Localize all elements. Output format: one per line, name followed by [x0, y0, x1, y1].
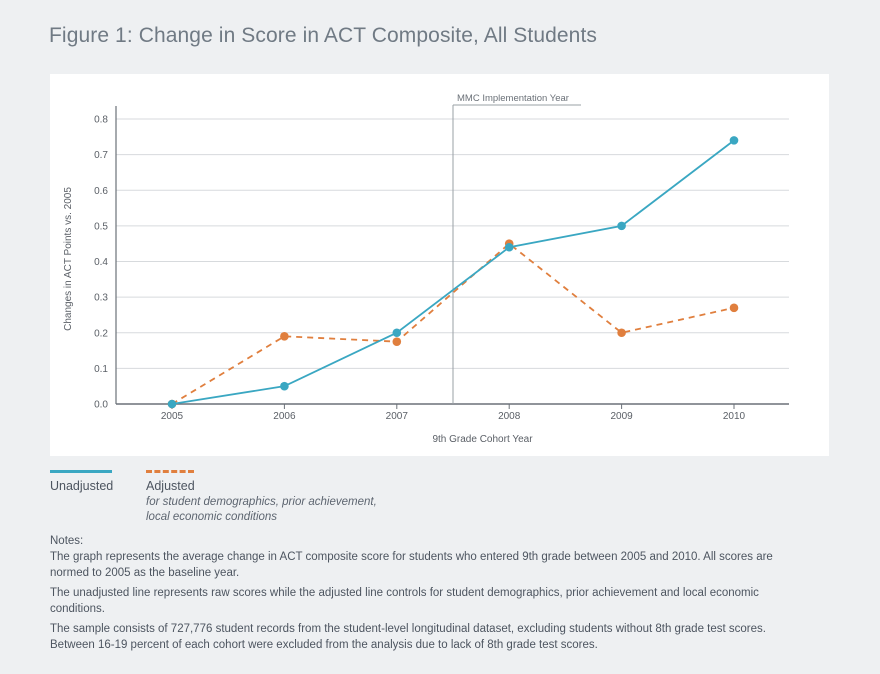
legend-swatch-adjusted [146, 470, 194, 473]
series-line-adjusted [171, 242, 735, 405]
legend-sub-adjusted-1: for student demographics, prior achievem… [146, 496, 377, 508]
notes-paragraph-1: The graph represents the average change … [50, 551, 773, 579]
annotation-label: MMC Implementation Year [457, 93, 569, 104]
x-tick-label: 2009 [610, 411, 633, 422]
legend-label-adjusted: Adjusted [146, 479, 195, 493]
data-point-adjusted [280, 332, 289, 341]
line-chart: 0.0 0.1 0.2 0.3 0.4 0.5 0.6 0.7 0.8 2005 2006 2007 2… [63, 93, 789, 445]
y-tick-label: 0.4 [94, 257, 108, 268]
y-tick-label: 0.8 [94, 115, 108, 126]
x-tick-label: 2008 [498, 411, 521, 422]
x-tick-label: 2005 [161, 411, 184, 422]
data-point-unadjusted [167, 399, 177, 409]
x-tick-label: 2007 [386, 411, 409, 422]
y-tick-label: 0.6 [94, 186, 108, 197]
data-point-unadjusted [280, 381, 289, 391]
legend-item-unadjusted: Unadjusted [50, 470, 113, 493]
x-axis-label: 9th Grade Cohort Year [432, 434, 533, 445]
legend-item-adjusted: Adjusted for student demographics, prior… [146, 470, 377, 525]
x-tick-label: 2010 [723, 411, 746, 422]
y-tick-label: 0.1 [94, 364, 108, 375]
notes-paragraph-3: The sample consists of 727,776 student r… [50, 623, 766, 651]
data-point-adjusted [617, 328, 626, 338]
y-axis-label: Changes in ACT Points vs. 2005 [63, 187, 74, 331]
data-point-unadjusted [392, 328, 402, 338]
y-tick-label: 0.5 [94, 221, 108, 232]
notes-paragraph-2: The unadjusted line represents raw score… [50, 587, 759, 615]
data-point-adjusted [392, 337, 402, 346]
notes-heading: Notes: [50, 535, 84, 547]
chart-card: 0.0 0.1 0.2 0.3 0.4 0.5 0.6 0.7 0.8 2005 2006 2007 2… [50, 74, 829, 456]
notes: Notes: The graph represents the average … [50, 533, 810, 657]
y-tick-label: 0.2 [94, 328, 108, 339]
y-tick-label: 0.0 [94, 400, 108, 411]
legend-swatch-unadjusted [50, 470, 112, 473]
data-point-unadjusted [504, 242, 514, 252]
legend-sub-adjusted-2: local economic conditions [146, 511, 278, 523]
legend: Unadjusted Adjusted for student demograp… [50, 470, 450, 530]
y-tick-label: 0.3 [94, 293, 108, 304]
legend-label-unadjusted: Unadjusted [50, 479, 114, 493]
data-point-adjusted [729, 303, 739, 313]
data-point-unadjusted [729, 136, 739, 145]
x-tick-label: 2006 [273, 411, 296, 422]
y-tick-label: 0.7 [94, 150, 108, 161]
data-point-unadjusted [617, 221, 626, 231]
series-line-unadjusted [171, 139, 735, 405]
figure-title: Figure 1: Change in Score in ACT Composi… [49, 24, 598, 47]
